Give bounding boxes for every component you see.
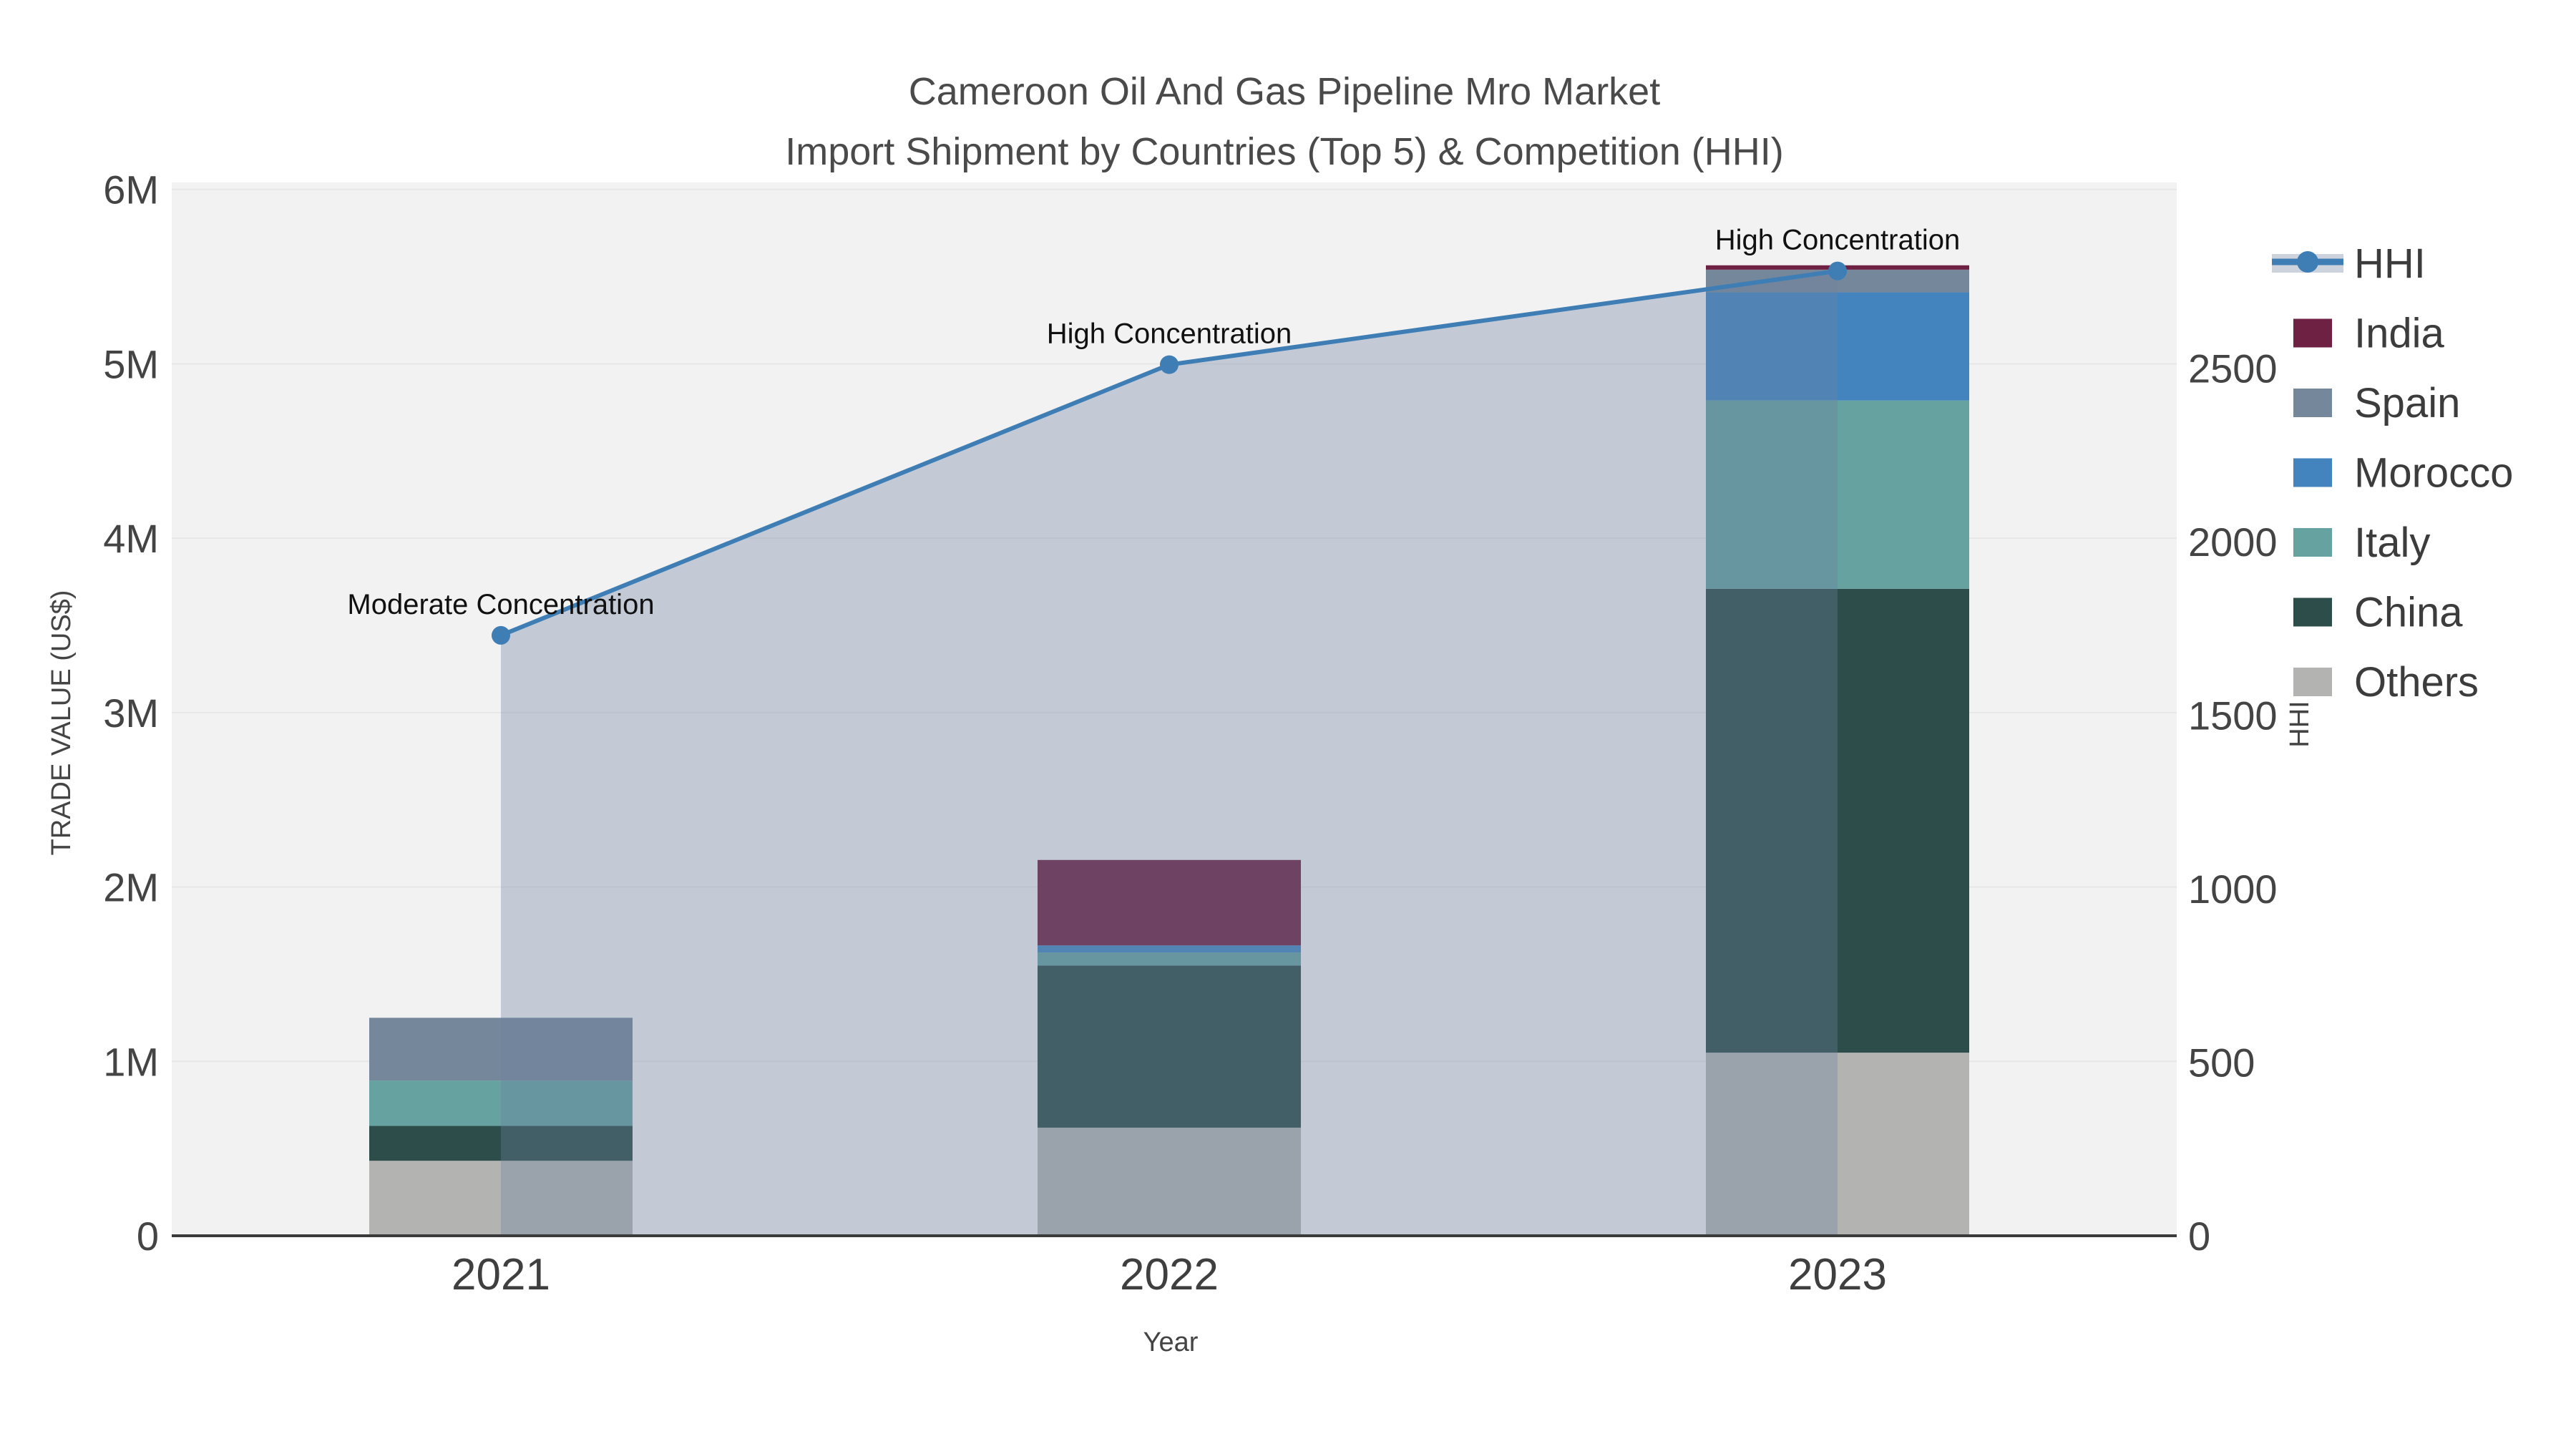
- y-left-tick-1M: 1M: [103, 1039, 159, 1084]
- legend-item-india[interactable]: India: [2293, 311, 2445, 357]
- chart-title-line2: Import Shipment by Countries (Top 5) & C…: [785, 130, 1784, 173]
- x-tick-2021: 2021: [452, 1250, 550, 1299]
- y-left-tick-2M: 2M: [103, 865, 159, 910]
- bar-segment-2021-china[interactable]: [369, 1126, 633, 1161]
- bar-segment-2023-italy[interactable]: [1706, 400, 1969, 589]
- annotation-2023: High Concentration: [1715, 225, 1960, 256]
- hhi-marker-2021[interactable]: [492, 625, 510, 645]
- y-right-tick-0: 0: [2188, 1214, 2210, 1259]
- legend-label-others: Others: [2354, 659, 2479, 706]
- bar-segment-2022-italy[interactable]: [1038, 952, 1301, 966]
- y-axis-title-left: TRADE VALUE (US$): [47, 590, 77, 856]
- annotation-2021: Moderate Concentration: [347, 589, 654, 620]
- y-right-tick-2000: 2000: [2188, 519, 2278, 565]
- y-left-tick-3M: 3M: [103, 691, 159, 736]
- chart-title-line1: Cameroon Oil And Gas Pipeline Mro Market: [909, 70, 1660, 113]
- legend-swatch-others: [2293, 668, 2332, 696]
- legend-item-spain[interactable]: Spain: [2293, 380, 2460, 426]
- y-left-tick-5M: 5M: [103, 341, 159, 386]
- legend-label-italy: Italy: [2354, 519, 2430, 566]
- bar-segment-2021-italy[interactable]: [369, 1080, 633, 1126]
- legend-label-morocco: Morocco: [2354, 450, 2513, 497]
- legend-swatch-spain: [2293, 389, 2332, 417]
- x-axis-title: Year: [1143, 1327, 1199, 1357]
- y-right-tick-1500: 1500: [2188, 693, 2278, 738]
- bar-segment-2023-others[interactable]: [1706, 1053, 1969, 1236]
- bar-segment-2022-others[interactable]: [1038, 1127, 1301, 1236]
- legend-hhi-marker-icon: [2297, 251, 2318, 273]
- bar-segment-2022-china[interactable]: [1038, 965, 1301, 1128]
- legend-item-italy[interactable]: Italy: [2293, 519, 2430, 566]
- x-tick-2023: 2023: [1788, 1250, 1887, 1299]
- hhi-area-fill: [501, 270, 1838, 1236]
- hhi-marker-2023[interactable]: [1828, 261, 1847, 280]
- legend-item-china[interactable]: China: [2293, 590, 2463, 636]
- legend-label-hhi: HHI: [2354, 240, 2426, 287]
- bar-segment-2023-china[interactable]: [1706, 588, 1969, 1053]
- legend-swatch-india: [2293, 318, 2332, 348]
- annotation-2022: High Concentration: [1047, 318, 1292, 350]
- bar-segment-2021-others[interactable]: [369, 1161, 633, 1236]
- y-right-tick-2500: 2500: [2188, 346, 2278, 391]
- legend-label-india: India: [2354, 311, 2445, 357]
- bar-segment-2022-india[interactable]: [1038, 859, 1301, 946]
- x-tick-2022: 2022: [1120, 1250, 1219, 1299]
- legend-swatch-morocco: [2293, 458, 2332, 487]
- y-left-tick-6M: 6M: [103, 167, 159, 213]
- legend-item-hhi[interactable]: HHI: [2272, 240, 2426, 287]
- y-left-tick-0: 0: [137, 1214, 159, 1259]
- y-left-tick-4M: 4M: [103, 516, 159, 561]
- legend-label-china: China: [2354, 590, 2463, 636]
- y-right-tick-1000: 1000: [2188, 867, 2278, 912]
- hhi-marker-2022[interactable]: [1160, 355, 1179, 374]
- legend-label-spain: Spain: [2354, 380, 2460, 426]
- legend-swatch-china: [2293, 597, 2332, 627]
- y-right-tick-500: 500: [2188, 1040, 2255, 1085]
- legend-item-others[interactable]: Others: [2293, 659, 2479, 706]
- legend-swatch-italy: [2293, 528, 2332, 557]
- bar-segment-2023-morocco[interactable]: [1706, 292, 1969, 401]
- y-axis-title-right: HHI: [2285, 701, 2315, 747]
- bar-segment-2022-morocco[interactable]: [1038, 945, 1301, 952]
- legend-item-morocco[interactable]: Morocco: [2293, 450, 2513, 497]
- bar-segment-2021-spain[interactable]: [369, 1018, 633, 1081]
